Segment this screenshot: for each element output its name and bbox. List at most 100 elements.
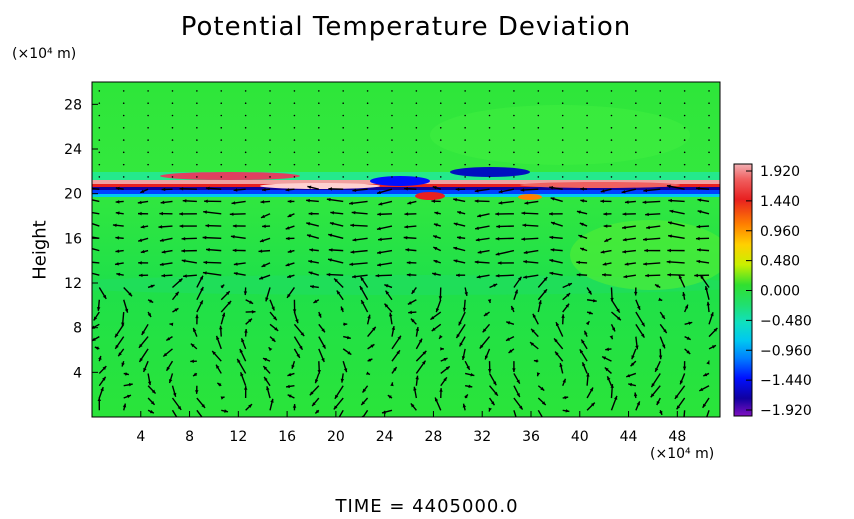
vector-arrowhead [696, 224, 701, 229]
vector-arrowhead [410, 318, 415, 323]
vector-arrowhead [260, 200, 265, 204]
vector-dot [342, 102, 345, 105]
vector-arrowhead [169, 322, 174, 327]
vector-arrowhead [604, 367, 609, 372]
vector-arrowhead [626, 373, 631, 378]
vector-arrowhead [415, 375, 419, 380]
vector-arrowhead [312, 402, 316, 407]
vector-arrowhead [143, 367, 147, 372]
vector-arrowhead [479, 344, 484, 349]
vector-arrowhead [329, 221, 334, 226]
vector-dot [439, 176, 442, 178]
vector-dot [488, 151, 491, 154]
vector-arrowhead [466, 365, 470, 370]
vector-arrowhead [308, 259, 313, 264]
vector-dot [196, 163, 198, 166]
vector-arrowhead [159, 238, 164, 242]
vector-dot [196, 126, 198, 129]
vector-arrowhead [585, 321, 590, 326]
vector-arrowhead [393, 367, 397, 372]
vector-arrowhead [605, 347, 610, 351]
vector-arrowhead [336, 290, 341, 295]
vector-arrowhead [462, 307, 467, 312]
vector-arrowhead [668, 221, 672, 225]
vector-dot [561, 163, 564, 166]
vector-arrowhead [453, 198, 458, 202]
vector-arrowhead [498, 189, 503, 194]
vector-arrowhead [141, 330, 146, 335]
vector-arrow [683, 410, 686, 417]
vector-arrowhead [524, 201, 529, 205]
vector-arrowhead [695, 236, 700, 241]
vector-arrowhead [292, 404, 297, 408]
vector-arrowhead [287, 213, 292, 217]
vector-dot [269, 176, 271, 178]
vector-dot [147, 139, 149, 141]
vector-arrowhead [616, 308, 620, 313]
vector-arrowhead [287, 199, 292, 204]
vector-arrowhead [703, 372, 708, 377]
vector-arrowhead [668, 234, 672, 238]
vector-arrowhead [543, 277, 548, 281]
vector-dot [147, 176, 149, 178]
vector-arrowhead [559, 363, 563, 367]
vector-dot [415, 102, 418, 105]
vector-arrowhead [285, 188, 290, 192]
vector-dot [147, 114, 149, 117]
vector-arrowhead [565, 303, 570, 308]
x-tick-label: 12 [229, 429, 247, 445]
vector-arrowhead [538, 300, 542, 305]
vector-dot [513, 126, 515, 129]
vector-arrowhead [378, 202, 383, 206]
vector-arrowhead [631, 355, 635, 360]
vector-arrowhead [697, 198, 702, 202]
vector-arrowhead [115, 186, 120, 191]
vector-dot [171, 151, 174, 154]
vector-arrowhead [140, 249, 145, 254]
vector-arrowhead [600, 189, 605, 193]
vector-arrowhead [623, 274, 628, 279]
vector-arrowhead [706, 360, 710, 365]
vector-arrowhead [161, 187, 166, 192]
vector-arrowhead [576, 260, 581, 265]
vector-arrowhead [603, 212, 608, 216]
vector-arrowhead [221, 312, 226, 317]
vector-arrowhead [475, 238, 480, 242]
vector-arrowhead [404, 212, 409, 216]
vector-arrowhead [439, 334, 443, 339]
vector-arrowhead [375, 273, 380, 278]
vector-arrowhead [273, 316, 277, 321]
vector-arrowhead [506, 337, 511, 341]
vector-arrowhead [490, 401, 495, 406]
vector-arrowhead [565, 409, 570, 413]
vector-arrowhead [265, 297, 269, 302]
vector-dot [659, 151, 662, 154]
vector-dot [98, 139, 101, 141]
vector-dot [171, 139, 174, 141]
vector-arrowhead [674, 394, 679, 399]
vector-arrowhead [233, 188, 238, 192]
vector-arrowhead [576, 273, 581, 277]
vector-arrowhead [443, 358, 448, 362]
vector-dot [98, 114, 101, 117]
vector-arrowhead [328, 248, 333, 252]
vector-arrowhead [440, 347, 444, 351]
vector-arrowhead [202, 271, 207, 275]
vector-arrowhead [567, 283, 572, 287]
vector-dot [708, 151, 710, 154]
vector-arrowhead [474, 260, 479, 264]
vector-arrowhead [713, 327, 718, 332]
vector-arrowhead [661, 344, 666, 349]
vector-arrowhead [710, 312, 714, 317]
vector-arrowhead [147, 381, 152, 386]
vector-dot [610, 126, 613, 129]
vector-dot [488, 102, 491, 105]
vector-arrowhead [523, 250, 528, 255]
vector-arrowhead [661, 315, 665, 319]
vector-arrowhead [497, 261, 502, 265]
vector-arrowhead [516, 379, 520, 384]
vector-arrowhead [190, 359, 194, 364]
vector-dot [683, 114, 686, 117]
vector-arrowhead [390, 382, 394, 387]
vector-dot [537, 176, 540, 178]
